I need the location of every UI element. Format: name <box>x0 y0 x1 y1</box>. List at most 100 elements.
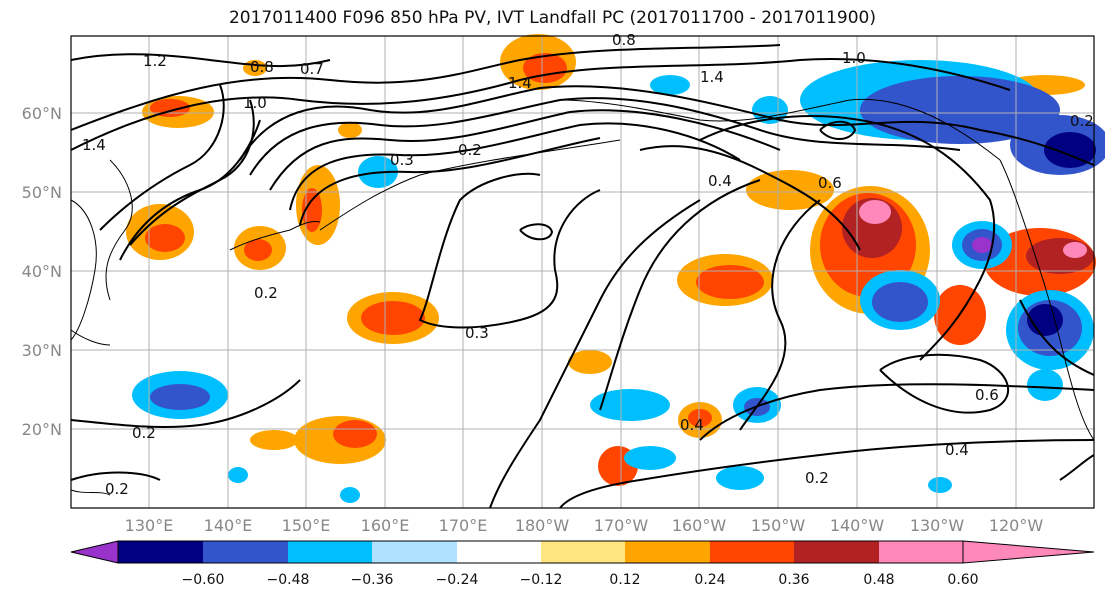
colorbar-segment <box>879 541 963 563</box>
contour-label: 1.4 <box>508 74 532 92</box>
contour-line <box>1019 299 1095 376</box>
contour-line <box>489 199 701 509</box>
colorbar-segment <box>288 541 372 563</box>
contour-label: 1.0 <box>842 49 866 67</box>
colorbar-tick: 0.48 <box>863 572 894 588</box>
lon-label: 140°E <box>204 516 253 535</box>
colorbar-tick: 0.60 <box>947 572 978 588</box>
lon-label: 150°E <box>282 516 331 535</box>
neg-anomaly <box>590 389 670 421</box>
pos-anomaly <box>1026 238 1094 274</box>
lat-label: 50°N <box>22 183 62 202</box>
neg-anomaly <box>624 446 676 470</box>
contour-label: 1.4 <box>82 136 106 154</box>
contour-line <box>70 58 1011 151</box>
contour-label: 0.2 <box>805 469 829 487</box>
colorbar-tick: −0.60 <box>182 572 225 588</box>
lon-label: 140°W <box>830 516 885 535</box>
neg-anomaly <box>872 282 928 322</box>
pv-contours <box>70 44 1095 509</box>
contour-line <box>239 85 1095 166</box>
contour-label: 1.0 <box>243 94 267 112</box>
coastline <box>229 221 321 251</box>
colorbar-tick: 0.36 <box>778 572 809 588</box>
lon-label: 150°W <box>751 516 806 535</box>
contour-line <box>70 44 781 131</box>
gridlines <box>71 36 1094 508</box>
colorbar-segment <box>710 541 794 563</box>
colorbar-segment <box>118 541 203 563</box>
pos-anomaly <box>696 265 764 299</box>
pos-anomaly <box>361 301 425 335</box>
neg-anomaly <box>228 467 248 483</box>
contour-line <box>129 99 255 246</box>
contour-line <box>269 109 781 191</box>
contour-label: 0.4 <box>945 441 969 459</box>
pos-anomaly <box>145 224 185 252</box>
colorbar: −0.60 −0.48 −0.36 −0.24 −0.12 0.12 0.24 … <box>70 540 1095 588</box>
colorbar-segment <box>457 541 541 563</box>
lon-label: 180°W <box>515 516 570 535</box>
pos-anomaly <box>746 170 834 210</box>
contour-line <box>70 53 331 68</box>
lon-label: 130°W <box>910 516 965 535</box>
pos-anomaly <box>244 239 272 261</box>
pos-anomaly <box>568 350 612 374</box>
lon-label: 170°E <box>439 516 488 535</box>
contour-line <box>418 172 601 329</box>
contour-label: 0.6 <box>975 386 999 404</box>
lon-label: 170°W <box>594 516 649 535</box>
latitude-axis: 60°N 50°N 40°N 30°N 20°N <box>22 104 62 439</box>
neg-anomaly <box>860 76 1060 144</box>
colorbar-outline <box>117 540 964 564</box>
colorbar-tick: −0.48 <box>267 572 310 588</box>
lon-label: 160°E <box>361 516 410 535</box>
coastline <box>319 139 621 231</box>
colorbar-tick: 0.24 <box>694 572 725 588</box>
contour-line <box>519 223 554 241</box>
contour-labels: 1.2 0.8 0.7 1.0 1.4 0.3 0.2 0.8 1.0 1.4 … <box>82 31 1094 498</box>
coastlines <box>70 98 1095 496</box>
pos-anomaly <box>338 122 362 138</box>
contour-line <box>70 471 161 481</box>
contour-label: 0.8 <box>612 31 636 49</box>
contour-line <box>819 120 857 140</box>
coastline <box>559 98 1001 161</box>
contour-label: 0.4 <box>680 416 704 434</box>
contour-line <box>299 137 601 226</box>
coastline <box>105 159 133 301</box>
neg-anomaly <box>650 75 690 95</box>
contour-line <box>699 115 996 361</box>
pos-anomaly <box>688 409 712 427</box>
colorbar-tick: 0.12 <box>609 572 640 588</box>
colorbar-extend-low <box>70 540 119 564</box>
lon-label: 130°E <box>125 516 174 535</box>
contour-label: 0.2 <box>254 284 278 302</box>
pos-anomaly <box>523 53 567 83</box>
colorbar-ticks: −0.60 −0.48 −0.36 −0.24 −0.12 0.12 0.24 … <box>182 572 979 588</box>
contour-line <box>739 199 821 431</box>
contour-label: 0.6 <box>818 174 842 192</box>
contour-line <box>289 122 741 211</box>
contour-line <box>559 439 1095 509</box>
contour-label: 0.2 <box>132 424 156 442</box>
pos-anomaly <box>302 188 322 232</box>
colorbar-segment <box>625 541 710 563</box>
contour-line <box>699 383 1095 441</box>
neg-anomaly <box>150 384 210 410</box>
map-frame <box>70 35 1095 509</box>
neg-anomaly <box>972 237 992 253</box>
pos-anomaly <box>859 200 891 224</box>
coastline <box>70 489 111 496</box>
contour-line <box>879 353 1010 414</box>
contour-line <box>639 145 861 251</box>
contour-line <box>249 97 961 176</box>
neg-anomaly <box>340 487 360 503</box>
coastline <box>70 199 97 341</box>
longitude-axis: 130°E 140°E 150°E 160°E 170°E 180°W 170°… <box>125 516 1044 535</box>
contour-label: 0.2 <box>105 480 129 498</box>
map-title: 2017011400 F096 850 hPa PV, IVT Landfall… <box>228 8 876 28</box>
contour-label: 1.4 <box>700 68 724 86</box>
neg-anomaly <box>928 477 952 493</box>
neg-anomaly <box>716 466 764 490</box>
